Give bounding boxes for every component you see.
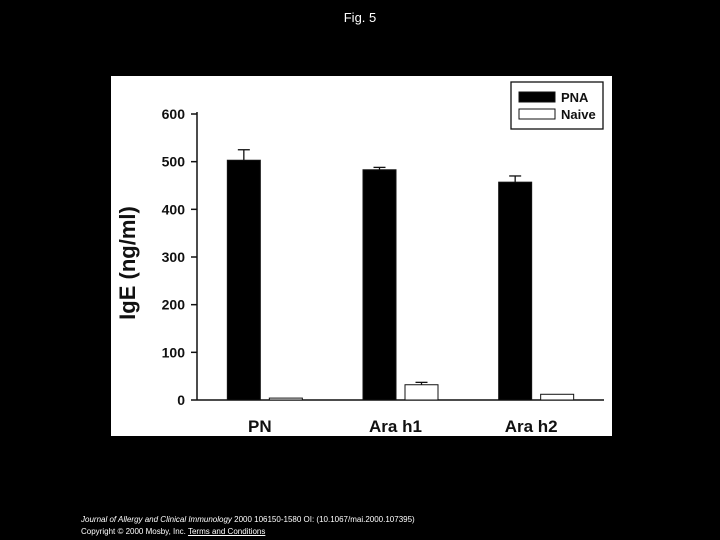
x-category-label: Ara h2 [505, 417, 558, 436]
bar-chart: 0 100 200 300 400 500 600 IgE (ng/ml) PN Ara h1 Ar… [115, 81, 604, 436]
bar-naive-1 [404, 384, 439, 401]
legend-label-naive: Naive [561, 107, 596, 122]
legend-label-pna: PNA [561, 90, 589, 105]
y-tick-label: 500 [162, 154, 186, 170]
bar-naive-0 [268, 397, 303, 401]
bar-pna-2 [498, 181, 533, 401]
y-tick-label: 200 [162, 297, 186, 313]
y-tick-label: 300 [162, 249, 186, 265]
citation-line: Journal of Allergy and Clinical Immunolo… [81, 514, 415, 526]
bar-pna-1 [362, 169, 397, 401]
x-category-label: Ara h1 [369, 417, 422, 436]
citation-text: 2000 106150-1580 OI: (10.1067/mai.2000.1… [231, 515, 415, 524]
x-category-label: PN [248, 417, 272, 436]
chart-panel: 0 100 200 300 400 500 600 IgE (ng/ml) PN Ara h1 Ar… [111, 76, 612, 436]
copyright-text: Copyright © 2000 Mosby, Inc. [81, 527, 186, 536]
bar-naive-2 [540, 393, 575, 401]
legend-box [510, 81, 604, 130]
figure-footer: Journal of Allergy and Clinical Immunolo… [81, 514, 415, 538]
legend-swatch-pna [518, 91, 556, 103]
bar-pna-0 [226, 159, 261, 401]
terms-link[interactable]: Terms and Conditions [187, 527, 266, 536]
y-tick-label: 400 [162, 201, 186, 217]
legend-swatch-naive [518, 108, 556, 120]
y-tick-label: 600 [162, 106, 186, 122]
figure-title: Fig. 5 [343, 10, 377, 25]
copyright-line: Copyright © 2000 Mosby, Inc. Terms and C… [81, 526, 415, 538]
y-tick-label: 100 [162, 344, 186, 360]
journal-name: Journal of Allergy and Clinical Immunolo… [81, 515, 232, 524]
y-tick-label: 0 [177, 392, 185, 408]
y-axis-label: IgE (ng/ml) [115, 206, 140, 320]
